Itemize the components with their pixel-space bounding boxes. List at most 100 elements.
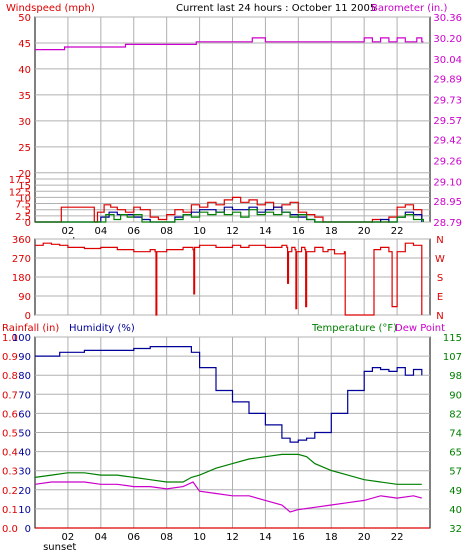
barometer-tick-label: 30.36 <box>433 13 462 24</box>
x-tick-label-1: 06 <box>127 226 140 237</box>
rain-tick-label: 0.0 <box>2 524 18 535</box>
rain-tick-label: 0.5 <box>2 429 18 440</box>
panel-1-series-blue <box>35 206 423 223</box>
temperature-tick-label: 57 <box>449 467 462 478</box>
barometer-tick-label: 28.79 <box>433 218 462 229</box>
x-tick-label-1: 22 <box>391 226 404 237</box>
barometer-tick-label: 28.95 <box>433 197 462 208</box>
sunset-annotation-3: sunset <box>43 542 76 552</box>
rain-tick-label: 0.7 <box>2 390 18 401</box>
barometer-tick-label: 30.04 <box>433 55 462 66</box>
compass-tick-label: N <box>436 311 443 322</box>
panel-3-series-magenta <box>34 481 422 513</box>
panel-3-series-blue <box>35 346 423 443</box>
x-tick-label-3: 06 <box>127 532 140 543</box>
dewpoint-axis-label: Dew Point <box>395 323 445 334</box>
direction-tick-label: 180 <box>12 273 31 284</box>
wind-tick-label: 35 <box>18 91 31 102</box>
temperature-tick-label: 115 <box>443 333 462 344</box>
barometer-tick-label: 29.26 <box>433 157 462 168</box>
x-tick-label-1: 16 <box>292 226 305 237</box>
direction-tick-label: 90 <box>18 292 31 303</box>
direction-tick-label: 360 <box>12 235 31 246</box>
x-tick-label-1: 20 <box>358 226 371 237</box>
compass-tick-label: E <box>437 292 443 303</box>
chart-title: Current last 24 hours : October 11 2005 <box>176 3 376 14</box>
rainfall-axis-label: Rainfall (in) <box>2 323 59 334</box>
rain-tick-label: 0.9 <box>2 352 18 363</box>
humidity-axis-label: Humidity (%) <box>69 323 135 334</box>
humidity-tick-label: 90 <box>18 352 31 363</box>
wind-tick-label: 45 <box>18 39 31 50</box>
x-tick-label-3: 04 <box>94 532 107 543</box>
temperature-tick-label: 90 <box>449 390 462 401</box>
barometer-tick-label: 30.20 <box>433 34 462 45</box>
humidity-tick-label: 60 <box>18 409 31 420</box>
wind-tick-label: 12.5 <box>9 187 31 198</box>
temperature-tick-label: 98 <box>449 371 462 382</box>
barometer-tick-label: 29.57 <box>433 116 462 127</box>
wind-tick-label: 40 <box>18 65 31 76</box>
x-tick-label-3: 18 <box>325 532 338 543</box>
x-tick-label-3: 22 <box>391 532 404 543</box>
temperature-tick-label: 74 <box>449 429 462 440</box>
wind-tick-label: 30 <box>18 117 31 128</box>
humidity-tick-label: 30 <box>18 467 31 478</box>
barometer-tick-label: 29.89 <box>433 74 462 85</box>
wind-tick-label: 7.5 <box>15 200 31 211</box>
barometer-tick-label: 29.73 <box>433 95 462 106</box>
x-tick-label-1: 12 <box>226 226 239 237</box>
temperature-tick-label: 82 <box>449 409 462 420</box>
temperature-tick-label: 49 <box>449 486 462 497</box>
x-tick-label-1: 10 <box>193 226 206 237</box>
rain-tick-label: 0.4 <box>2 448 18 459</box>
direction-tick-label: 0 <box>25 311 31 322</box>
wind-tick-label: 2.5 <box>15 212 31 223</box>
temperature-tick-label: 107 <box>443 352 462 363</box>
x-tick-label-1: 08 <box>160 226 173 237</box>
temperature-tick-label: 40 <box>449 505 462 516</box>
humidity-tick-label: 70 <box>18 390 31 401</box>
wind-tick-label: 17.5 <box>9 175 31 186</box>
humidity-tick-label: 40 <box>18 448 31 459</box>
x-tick-label-1: 14 <box>259 226 272 237</box>
wind-tick-label: 0 <box>25 218 31 229</box>
windspeed-axis-label: Windspeed (mph) <box>6 3 95 14</box>
rain-tick-label: 0.6 <box>2 409 18 420</box>
compass-tick-label: W <box>435 254 445 265</box>
wind-tick-label: 10 <box>18 193 31 204</box>
x-tick-label-3: 20 <box>358 532 371 543</box>
wind-tick-label: 25 <box>18 143 31 154</box>
x-tick-label-3: 10 <box>193 532 206 543</box>
wind-tick-label: 50 <box>18 13 31 24</box>
x-tick-label-1: 18 <box>325 226 338 237</box>
x-tick-label-3: 12 <box>226 532 239 543</box>
rain-tick-label: 0.1 <box>2 505 18 516</box>
x-tick-label-3: 16 <box>292 532 305 543</box>
panel-3-series-green <box>34 453 422 485</box>
wind-tick-label: 5 <box>25 206 31 217</box>
compass-tick-label: S <box>437 273 443 284</box>
temperature-axis-label: Temperature (°F) <box>311 323 397 334</box>
direction-tick-label: 270 <box>12 254 31 265</box>
panel-1-series-green <box>35 209 424 223</box>
barometer-axis-label: Barometer (in.) <box>371 3 447 14</box>
compass-tick-label: N <box>436 235 443 246</box>
humidity-tick-label: 100 <box>12 333 31 344</box>
humidity-tick-label: 50 <box>18 429 31 440</box>
wind-tick-label: 15 <box>18 181 31 192</box>
x-tick-label-1: 04 <box>94 226 107 237</box>
humidity-tick-label: 80 <box>18 371 31 382</box>
panel-2-series-direction <box>35 242 423 316</box>
rain-tick-label: 1.0 <box>2 333 18 344</box>
wind-tick-label: 20 <box>18 169 31 180</box>
x-tick-label-3: 08 <box>160 532 173 543</box>
panel-1-series-magenta <box>35 37 424 51</box>
rain-tick-label: 0.8 <box>2 371 18 382</box>
temperature-tick-label: 32 <box>449 524 462 535</box>
barometer-tick-label: 29.10 <box>433 178 462 189</box>
humidity-tick-label: 0 <box>25 524 31 535</box>
rain-tick-label: 0.3 <box>2 467 18 478</box>
